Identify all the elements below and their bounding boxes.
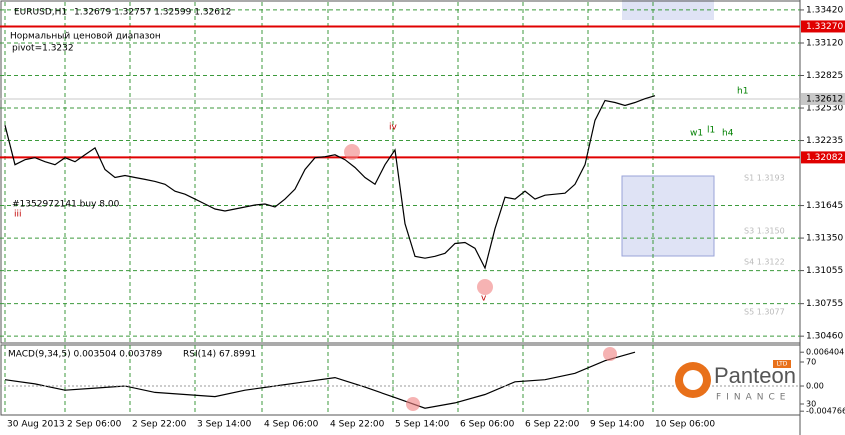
y-tick-label: 1.32825 [806,71,843,81]
x-tick-label: 9 Sep 14:00 [590,420,645,430]
highlight [344,144,360,160]
price-line [4,95,656,270]
y-tick-label: 1.31055 [806,266,843,276]
logo: LTD Panteon FINANCE [675,360,796,403]
level-label-bg [801,92,845,105]
annotation: iv [389,123,398,133]
highlight [477,279,493,295]
annotation: S5 1.3077 [744,308,785,317]
brand-sub: FINANCE [716,393,790,403]
annotation: S1 1.3193 [744,174,785,183]
x-tick-label: 2 Sep 22:00 [132,420,187,430]
level-label: 1.33270 [806,22,843,32]
x-tick-label: 6 Sep 06:00 [460,420,515,430]
annotation: S4 1.3122 [744,258,785,267]
y-tick-label: 1.30755 [806,299,843,309]
y-tick-label: 1.33420 [806,5,843,15]
annotation: #1352972141 buy 8.00 [12,200,120,210]
level-label: 1.32612 [806,94,843,104]
x-tick-label: 2 Sep 06:00 [67,420,122,430]
y-tick-label: 1.31350 [806,234,843,244]
x-tick-label: 30 Aug 2013 [7,420,65,430]
highlight [406,397,420,411]
y-tick-label: 1.32235 [806,136,843,146]
x-tick-label: 4 Sep 22:00 [330,420,385,430]
zone [621,175,715,257]
y-tick-label: 1.31645 [806,201,843,211]
annotation: v [481,294,487,304]
y-tick-label: 1.32530 [806,104,843,114]
quote: 1.32679 1.32757 1.32599 1.32612 [74,8,231,18]
symbol: EURUSD,H1 [14,8,67,18]
y-tick-label: 1.30460 [806,332,843,342]
logo-mark [683,370,703,390]
annotation: Нормальный ценовой диапазон [10,32,161,42]
x-tick-label: 3 Sep 14:00 [197,420,252,430]
annotation: iii [14,210,22,220]
level-label: 1.32082 [806,153,843,163]
brand: Panteon [714,363,796,388]
annotation: S3 1.3150 [744,227,785,236]
x-tick-label: 10 Sep 06:00 [655,420,715,430]
annotation: w1 [690,129,703,139]
brand-tag: LTD [777,361,788,368]
level-label-bg [801,20,845,33]
x-tick-label: 6 Sep 22:00 [525,420,580,430]
y-tick-label: 0.006404 [806,348,844,357]
rsi-title: RSI(14) 67.8991 [183,350,256,360]
y-tick-label: 0.00 [806,382,824,391]
annotation: h4 [722,129,734,139]
y-tick-label: 1.33120 [806,38,843,48]
y2-tick-label: 70 [806,358,816,367]
x-tick-label: 5 Sep 14:00 [395,420,450,430]
annotation: l1 [707,126,715,136]
level-label-bg [801,151,845,164]
logo-tag-bg [773,360,791,368]
macd-title: MACD(9,34,5) 0.003504 0.003789 [8,350,163,360]
price-line [4,351,636,409]
x-tick-label: 4 Sep 06:00 [264,420,319,430]
highlight [603,347,617,361]
annotation: pivot=1.3232 [12,44,74,54]
y-tick-label: -0.004766 [806,407,845,416]
y2-tick-label: 30 [806,400,816,409]
annotation: h1 [737,87,748,97]
